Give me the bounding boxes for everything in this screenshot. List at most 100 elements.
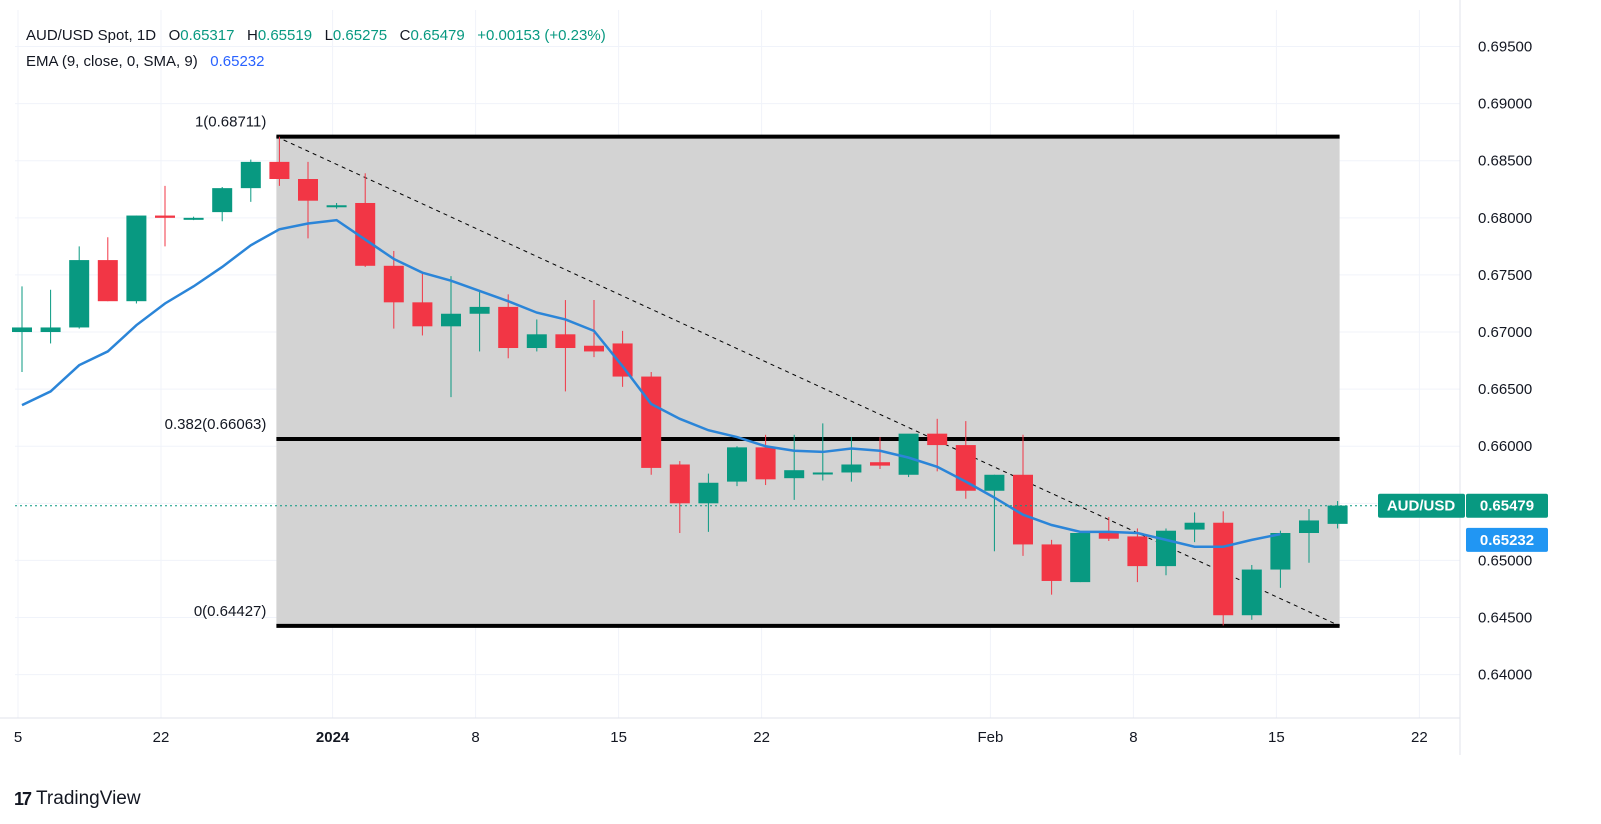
- candle-body: [1041, 544, 1062, 581]
- axes: 0.69500 0.69000 0.68500 0.68000 0.67500 0.670…: [0, 0, 1532, 755]
- time-tick-label: 8: [1129, 729, 1137, 746]
- close-value: 0.65479: [410, 27, 465, 44]
- candle-body: [841, 464, 862, 473]
- candle-body: [927, 433, 948, 446]
- low-label: L: [324, 27, 333, 44]
- ema-legend: EMA (9, close, 0, SMA, 9) 0.65232: [26, 53, 264, 70]
- high-value: 0.65519: [257, 27, 313, 44]
- symbol-tag-label: AUD/USD: [1387, 498, 1456, 515]
- tradingview-logo[interactable]: 17 TradingView: [14, 788, 141, 810]
- candle-body: [1156, 530, 1176, 567]
- ema-tag-bg: [1466, 527, 1548, 552]
- candle-body: [498, 306, 519, 349]
- candle-body: [870, 462, 890, 466]
- candle-body: [526, 334, 547, 349]
- time-tick-label: 15: [610, 729, 627, 746]
- price-tick-label: 0.69500: [1478, 39, 1532, 56]
- price-tick-label: 0.68000: [1478, 210, 1532, 227]
- ema-label[interactable]: EMA (9, close, 0, SMA, 9): [26, 53, 198, 70]
- candle-body: [727, 447, 747, 482]
- candlestick-series: [12, 136, 1348, 626]
- candle-body: [698, 482, 719, 504]
- price-tick-label: 0.66000: [1478, 438, 1532, 455]
- candle-body: [97, 260, 118, 302]
- ema-series: [21, 218, 1281, 548]
- candle-body: [355, 202, 376, 266]
- candle-body: [69, 260, 90, 328]
- candle-body: [1098, 533, 1119, 539]
- candle-body: [669, 464, 690, 504]
- candle-body: [326, 205, 347, 208]
- fib-level-label: 0(0.64427): [194, 603, 267, 620]
- candle-body: [240, 161, 261, 189]
- fib-level-label: 0.382(0.66063): [165, 416, 267, 433]
- ema-line: [21, 218, 1281, 548]
- time-tick-label: 22: [1411, 729, 1428, 746]
- candle-body: [812, 472, 833, 475]
- fib-level-label: 1(0.68711): [195, 114, 266, 131]
- candle-body: [1127, 536, 1148, 567]
- symbol-label[interactable]: AUD/USD Spot, 1D: [26, 27, 157, 44]
- candle-body: [1241, 569, 1262, 616]
- candle-body: [755, 447, 776, 480]
- price-tick-label: 0.67500: [1478, 267, 1532, 284]
- candle-body: [1270, 533, 1291, 570]
- close-label: C: [399, 27, 411, 44]
- candle-body: [212, 188, 233, 213]
- candle-body: [955, 445, 976, 491]
- candle-body: [898, 433, 919, 475]
- candle-body: [183, 217, 204, 220]
- candle-body: [412, 302, 433, 327]
- candle-body: [641, 376, 662, 468]
- price-tick-label: 0.69000: [1478, 96, 1532, 113]
- tradingview-logo-text: TradingView: [36, 788, 141, 809]
- high-label: H: [246, 27, 258, 44]
- candle-body: [1070, 533, 1091, 583]
- candle-body: [1013, 474, 1033, 545]
- candle-body: [612, 343, 633, 377]
- time-tick-label: Feb: [977, 729, 1003, 746]
- time-tick-label: 22: [753, 729, 770, 746]
- time-tick-label: 22: [153, 729, 170, 746]
- change-value: +0.00153 (+0.23%): [477, 27, 606, 44]
- candle-body: [12, 327, 32, 333]
- candle-body: [1299, 520, 1319, 534]
- price-tags: AUD/USD 0.65479 0.65232: [15, 493, 1548, 552]
- fib-trend-line: [276, 136, 1340, 627]
- candle-body: [126, 215, 147, 302]
- open-value: 0.65317: [180, 27, 235, 44]
- time-tick-label: 8: [471, 729, 479, 746]
- candle-body: [298, 179, 318, 201]
- ema-tag-value: 0.65232: [1480, 532, 1534, 549]
- time-tick-label: 5: [14, 729, 22, 746]
- ohlc-legend: AUD/USD Spot, 1D O0.65317 H0.65519 L0.65…: [26, 27, 606, 44]
- candle-body: [784, 470, 805, 479]
- price-tick-label: 0.64000: [1478, 667, 1532, 684]
- candle-body: [40, 327, 61, 333]
- candle-body: [984, 474, 1005, 491]
- low-value: 0.65275: [332, 27, 388, 44]
- symbol-tag-bg: [1378, 493, 1465, 518]
- price-tick-label: 0.65000: [1478, 552, 1532, 569]
- ema-value: 0.65232: [210, 53, 265, 70]
- candle-body: [269, 161, 290, 180]
- candle-body: [441, 313, 461, 327]
- candle-body: [584, 345, 604, 352]
- price-tag-bg: [1466, 493, 1548, 518]
- open-label: O: [168, 27, 181, 44]
- candle-body: [383, 265, 404, 303]
- price-tick-label: 0.68500: [1478, 153, 1532, 170]
- candle-body: [155, 215, 175, 218]
- time-tick-label: 2024: [316, 729, 350, 746]
- tradingview-logo-icon: 17: [14, 788, 32, 809]
- price-tick-label: 0.67000: [1478, 324, 1532, 341]
- candle-body: [1327, 505, 1348, 524]
- candle-body: [1213, 522, 1234, 616]
- price-tick-label: 0.64500: [1478, 610, 1532, 627]
- candle-body: [1184, 522, 1205, 530]
- price-tick-label: 0.66500: [1478, 381, 1532, 398]
- price-tag-value: 0.65479: [1480, 498, 1534, 515]
- candle-body: [555, 334, 576, 349]
- candle-body: [469, 306, 490, 314]
